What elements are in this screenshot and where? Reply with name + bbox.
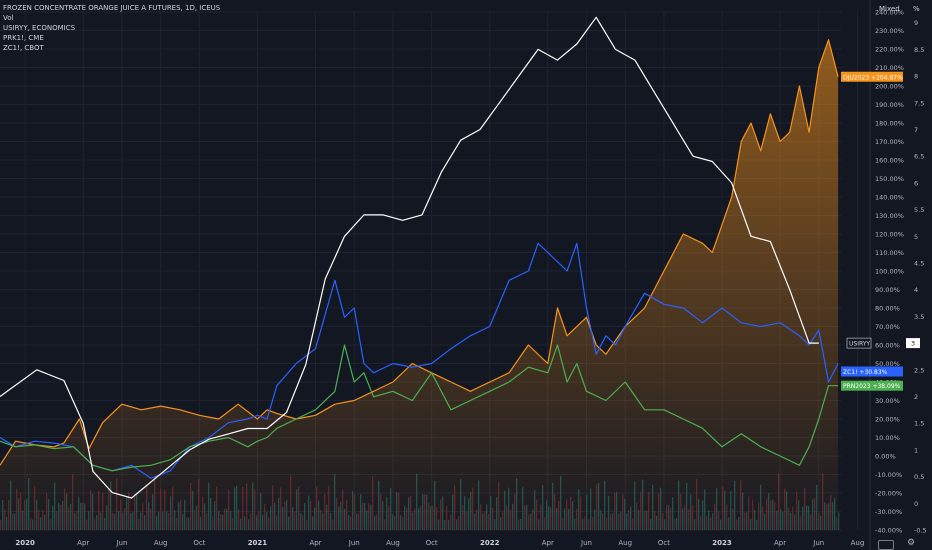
pct-tick-label: 50.00% xyxy=(875,360,900,368)
pct-tick-label: 90.00% xyxy=(875,286,900,294)
pct-tick-label: 10.00% xyxy=(875,434,900,442)
x-tick-label: Jun xyxy=(115,539,127,547)
x-tick-label: Oct xyxy=(658,539,670,547)
x-tick-label: 2022 xyxy=(480,539,500,547)
value-tick-label: 6.5 xyxy=(914,153,924,161)
pct-tick-label: 110.00% xyxy=(875,249,904,257)
series-end-label: USIRYY xyxy=(849,341,870,348)
x-tick-label: Jun xyxy=(580,539,592,547)
value-tick-label: 4.5 xyxy=(914,259,924,267)
series-area-oju2023 xyxy=(0,39,839,531)
pct-tick-label: 150.00% xyxy=(875,175,904,183)
pct-tick-label: -20.00% xyxy=(875,490,902,498)
value-tick-label: 9 xyxy=(914,19,918,27)
pct-tick-label: 240.00% xyxy=(875,9,904,17)
pct-tick-label: 160.00% xyxy=(875,157,904,165)
pct-tick-label: 20.00% xyxy=(875,416,900,424)
pct-tick-label: -10.00% xyxy=(875,471,902,479)
x-tick-label: 2023 xyxy=(712,539,732,547)
pct-tick-label: 230.00% xyxy=(875,27,904,35)
series-line-oju2023 xyxy=(0,39,839,466)
pct-tick-label: 80.00% xyxy=(875,305,900,313)
x-tick-label: Aug xyxy=(386,539,400,547)
end-label-bg xyxy=(841,380,903,391)
x-tick-label: Aug xyxy=(154,539,168,547)
pct-tick-label: -30.00% xyxy=(875,508,902,516)
x-tick-label: 2020 xyxy=(15,539,35,547)
value-tick-label: 7 xyxy=(914,126,918,134)
volume-bar xyxy=(838,512,840,530)
end-label-bg xyxy=(841,366,903,377)
chart-legend: FROZEN CONCENTRATE ORANGE JUICE A FUTURE… xyxy=(3,3,220,53)
value-tick-label: 0.5 xyxy=(914,473,924,481)
series-line-zc1 xyxy=(0,242,839,479)
value-tick-label: 1.5 xyxy=(914,420,924,428)
pct-tick-label: -40.00% xyxy=(875,527,902,535)
settings-gear-icon[interactable]: ⚙ xyxy=(907,538,916,548)
pct-tick-label: 60.00% xyxy=(875,342,900,350)
legend-usiryy[interactable]: USIRYY, ECONOMICS xyxy=(3,24,76,32)
value-tick-label: 4 xyxy=(914,286,918,294)
value-tick-label: 0 xyxy=(914,500,918,508)
timezone-icon[interactable] xyxy=(878,540,894,550)
value-tick-label: 2 xyxy=(914,393,918,401)
right-axis-marker: 3 xyxy=(911,340,915,348)
end-label-bg xyxy=(841,71,903,82)
end-label-bg xyxy=(846,337,872,349)
x-tick-label: Oct xyxy=(193,539,205,547)
pct-tick-label: 220.00% xyxy=(875,46,904,54)
value-tick-label: 6 xyxy=(914,179,918,187)
pct-tick-label: 120.00% xyxy=(875,231,904,239)
pct-tick-label: 170.00% xyxy=(875,138,904,146)
value-tick-label: 8.5 xyxy=(914,46,924,54)
right-axis-marker-bg xyxy=(906,338,920,349)
x-tick-label: Jun xyxy=(348,539,360,547)
scale-mode-label[interactable]: Mixed xyxy=(879,5,900,13)
series-end-label: PRN2023 +38.09% xyxy=(843,383,901,390)
value-tick-label: 1 xyxy=(914,446,918,454)
value-tick-label: -0.5 xyxy=(914,527,927,535)
value-tick-label: 5.5 xyxy=(914,206,924,214)
x-tick-label: Apr xyxy=(77,539,89,547)
value-tick-label: 2.5 xyxy=(914,366,924,374)
legend-zc[interactable]: ZC1!, CBOT xyxy=(3,44,44,52)
value-tick-label: 8 xyxy=(914,73,918,81)
x-tick-label: Apr xyxy=(774,539,786,547)
pct-tick-label: 210.00% xyxy=(875,64,904,72)
x-tick-label: Aug xyxy=(851,539,865,547)
pct-tick-label: 190.00% xyxy=(875,101,904,109)
series-line-prn2023 xyxy=(0,344,839,472)
value-tick-label: 3.5 xyxy=(914,313,924,321)
x-tick-label: Apr xyxy=(542,539,554,547)
legend-main-symbol[interactable]: FROZEN CONCENTRATE ORANGE JUICE A FUTURE… xyxy=(3,4,221,12)
pct-tick-label: 180.00% xyxy=(875,120,904,128)
pct-tick-label: 0.00% xyxy=(875,453,896,461)
x-tick-label: 2021 xyxy=(248,539,268,547)
value-tick-label: 7.5 xyxy=(914,99,924,107)
pct-tick-label: 140.00% xyxy=(875,194,904,202)
series-end-label: ZC1! +30.83% xyxy=(843,369,888,376)
series-line-usiryy xyxy=(0,16,819,499)
series-end-label: OJU2023 +204.87% xyxy=(843,74,903,81)
pct-tick-label: 30.00% xyxy=(875,397,900,405)
legend-volume[interactable]: Vol xyxy=(3,14,14,22)
x-tick-label: Jun xyxy=(812,539,824,547)
x-tick-label: Apr xyxy=(309,539,321,547)
pct-tick-label: 70.00% xyxy=(875,323,900,331)
pct-tick-label: 130.00% xyxy=(875,212,904,220)
value-tick-label: 5 xyxy=(914,233,918,241)
x-tick-label: Oct xyxy=(426,539,438,547)
percent-unit-label[interactable]: % xyxy=(913,5,920,13)
legend-prk[interactable]: PRK1!, CME xyxy=(3,34,44,42)
pct-tick-label: 200.00% xyxy=(875,83,904,91)
pct-tick-label: 100.00% xyxy=(875,268,904,276)
x-tick-label: Aug xyxy=(618,539,632,547)
